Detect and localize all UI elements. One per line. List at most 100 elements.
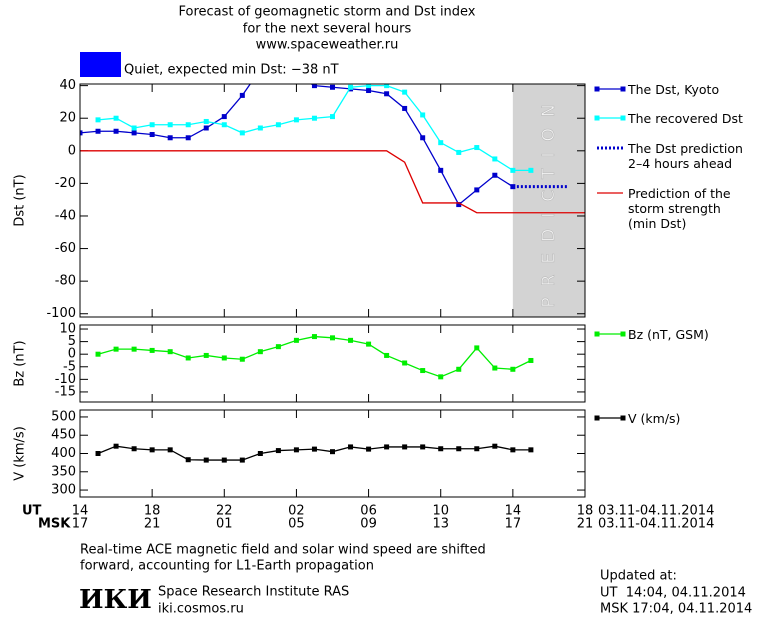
note-line: Real-time ACE magnetic field and solar w… (80, 543, 486, 558)
data-point (438, 140, 444, 146)
data-point (257, 349, 263, 355)
legend-marker (620, 415, 626, 421)
x-tick-label: 14 (505, 504, 522, 519)
data-point (293, 337, 299, 343)
data-point (275, 448, 281, 454)
data-point (366, 446, 372, 452)
y-tick-label: 0 (68, 347, 76, 362)
data-point (311, 446, 317, 452)
plot-area (95, 443, 534, 463)
data-point (257, 125, 263, 131)
y-axis-title: Dst (nT) (13, 174, 28, 226)
data-point (113, 346, 119, 352)
x-tick-label: 18 (144, 504, 161, 519)
panel-frame (79, 324, 586, 403)
data-point (348, 337, 354, 343)
y-tick-label: 400 (51, 446, 76, 461)
y-tick-label: -40 (55, 208, 76, 223)
data-point (311, 334, 317, 340)
data-point (293, 447, 299, 453)
y-axis-title: Bz (nT) (13, 340, 28, 386)
data-point (492, 365, 498, 371)
y-tick-label: -15 (55, 384, 76, 399)
y-tick-label: -5 (63, 359, 76, 374)
series-line (97, 335, 532, 378)
data-point (275, 344, 281, 350)
data-point (275, 122, 281, 128)
x-tick-label: 21 (144, 517, 161, 532)
date-range: 03.11-04.11.2014 (598, 517, 714, 532)
plot-area (80, 84, 585, 214)
prediction-label: PREDICTION (539, 93, 559, 307)
updated-line: Updated at: (600, 569, 677, 584)
data-point (149, 447, 155, 453)
y-tick-label: 450 (51, 428, 76, 443)
legend-label: The recovered Dst (628, 111, 743, 126)
data-point (420, 112, 426, 118)
y-tick-label: -20 (55, 176, 76, 191)
institute: Space Research Institute RAS (158, 585, 349, 600)
data-point (438, 167, 444, 173)
data-point (348, 444, 354, 450)
y-axis-title: V (km/s) (13, 426, 28, 481)
prediction-band (512, 84, 585, 317)
data-point (203, 352, 209, 358)
data-point (167, 135, 173, 141)
data-point (366, 84, 372, 89)
x-tick-label: 17 (72, 517, 89, 532)
data-point (113, 443, 119, 449)
data-point (167, 122, 173, 128)
data-point (528, 357, 534, 363)
data-point (95, 451, 101, 456)
data-point (330, 84, 335, 90)
data-point (492, 156, 498, 162)
data-point (420, 368, 426, 374)
data-point (492, 443, 498, 449)
data-point (384, 352, 390, 358)
series-line (97, 84, 531, 172)
data-point (438, 374, 444, 380)
legend-label: The Dst, Kyoto (628, 82, 720, 97)
note-line: forward, accounting for L1-Earth propaga… (80, 559, 374, 574)
date-range: 03.11-04.11.2014 (598, 504, 714, 519)
data-point (113, 115, 119, 121)
plot-area (95, 334, 534, 380)
data-point (203, 457, 209, 463)
data-point (528, 167, 534, 173)
title-line: Forecast of geomagnetic storm and Dst in… (178, 5, 475, 20)
data-point (492, 172, 498, 178)
data-point (221, 457, 227, 463)
data-point (149, 347, 155, 353)
y-tick-label: 10 (59, 322, 76, 337)
updated-line: UT 14:04, 04.11.2014 (600, 586, 746, 601)
data-point (510, 167, 516, 173)
x-tick-label: 06 (360, 504, 377, 519)
data-point (131, 125, 137, 131)
data-point (438, 446, 444, 452)
panel-frame (79, 409, 586, 498)
data-point (366, 88, 372, 94)
y-tick-label: 0 (68, 143, 76, 158)
x-tick-label: 13 (432, 517, 449, 532)
data-point (185, 355, 191, 361)
y-tick-label: 500 (51, 409, 76, 424)
legend-marker (594, 415, 600, 421)
x-tick-label: 22 (216, 504, 233, 519)
data-point (474, 345, 480, 351)
legend-marker (620, 115, 626, 121)
data-point (528, 447, 534, 453)
data-point (456, 149, 462, 155)
data-point (203, 118, 209, 124)
data-point (149, 132, 155, 138)
data-point (474, 446, 480, 452)
legend-label: Prediction of the storm strength (min Ds… (628, 186, 731, 231)
data-point (239, 457, 245, 463)
y-tick-label: -60 (55, 241, 76, 256)
data-point (113, 128, 119, 134)
panel-frame (79, 83, 586, 318)
data-point (330, 449, 335, 455)
y-tick-label: -100 (46, 306, 76, 321)
data-point (456, 446, 462, 452)
y-tick-label: 350 (51, 464, 76, 479)
